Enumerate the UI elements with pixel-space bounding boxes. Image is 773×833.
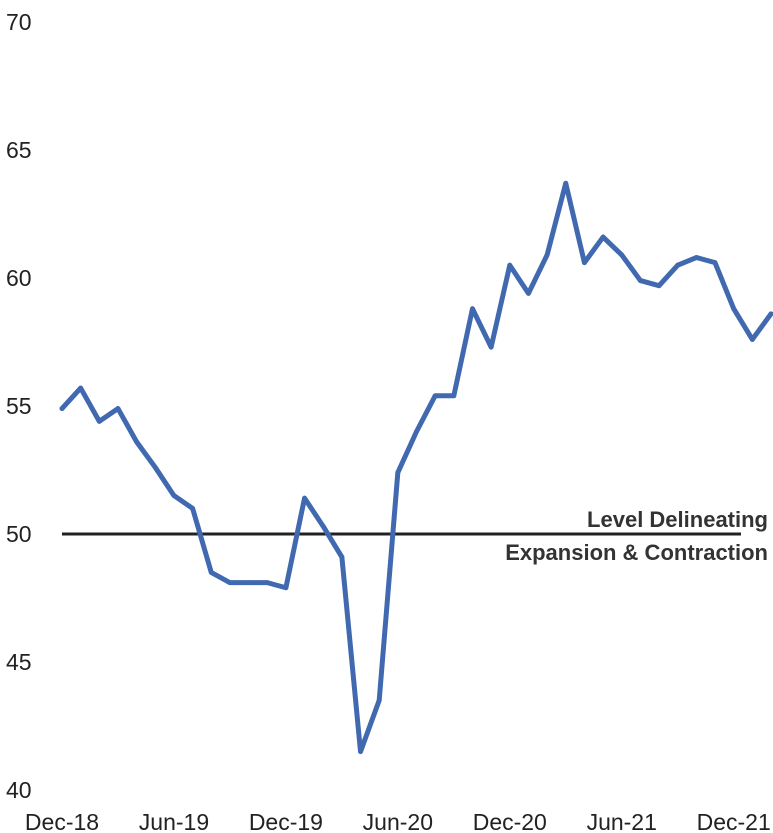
- y-tick-label: 40: [6, 777, 32, 803]
- series-line: [59, 180, 773, 755]
- data-point: [731, 306, 737, 312]
- series-points: [59, 180, 773, 754]
- x-tick-label: Dec-18: [25, 809, 99, 833]
- data-point: [376, 698, 382, 703]
- data-point: [283, 585, 289, 591]
- data-point: [78, 385, 84, 391]
- data-point: [507, 262, 513, 268]
- data-point: [264, 580, 270, 586]
- data-point: [246, 580, 251, 586]
- x-axis-tick-labels: Dec-18 Jun-19 Dec-19 Jun-20 Dec-20 Jun-21 Dec-…: [25, 809, 771, 833]
- y-tick-label: 60: [6, 265, 32, 291]
- data-point: [656, 283, 662, 289]
- data-point: [526, 290, 531, 296]
- data-point: [675, 262, 681, 268]
- data-point: [637, 278, 643, 283]
- reference-line-label-line1: Level Delineating: [587, 507, 768, 532]
- data-point: [339, 554, 345, 560]
- data-point: [749, 337, 755, 342]
- x-tick-label: Jun-21: [587, 809, 657, 833]
- data-point: [59, 406, 65, 411]
- data-point: [320, 523, 326, 529]
- data-point: [544, 252, 550, 258]
- y-tick-label: 50: [6, 521, 32, 547]
- data-point: [470, 306, 475, 312]
- data-point: [227, 580, 233, 586]
- y-tick-label: 45: [6, 649, 32, 675]
- x-tick-label: Dec-20: [473, 809, 547, 833]
- data-point: [414, 429, 419, 434]
- data-point: [432, 393, 438, 399]
- y-tick-label: 70: [6, 9, 32, 35]
- data-point: [302, 495, 307, 501]
- data-point: [358, 749, 363, 754]
- data-point: [768, 311, 773, 317]
- reference-line-label-line2: Expansion & Contraction: [505, 540, 768, 565]
- data-point: [208, 570, 214, 575]
- data-point: [152, 465, 158, 470]
- y-axis-tick-labels: 40 45 50 55 60 65 70: [6, 9, 32, 803]
- data-point: [96, 418, 102, 424]
- data-point: [712, 260, 718, 266]
- data-point: [563, 180, 569, 186]
- y-tick-label: 65: [6, 137, 32, 163]
- data-point: [134, 439, 140, 445]
- data-point: [619, 252, 625, 258]
- x-tick-label: Jun-19: [139, 809, 209, 833]
- data-point: [600, 234, 606, 240]
- data-point: [115, 406, 121, 411]
- data-point: [395, 470, 401, 475]
- data-point: [190, 506, 196, 511]
- x-tick-label: Dec-19: [249, 809, 323, 833]
- data-point: [582, 260, 587, 266]
- x-tick-label: Dec-21: [697, 809, 771, 833]
- x-tick-label: Jun-20: [363, 809, 433, 833]
- data-point: [693, 255, 699, 260]
- data-point: [451, 393, 457, 399]
- data-point: [488, 344, 494, 350]
- data-point: [171, 493, 177, 498]
- y-tick-label: 55: [6, 393, 32, 419]
